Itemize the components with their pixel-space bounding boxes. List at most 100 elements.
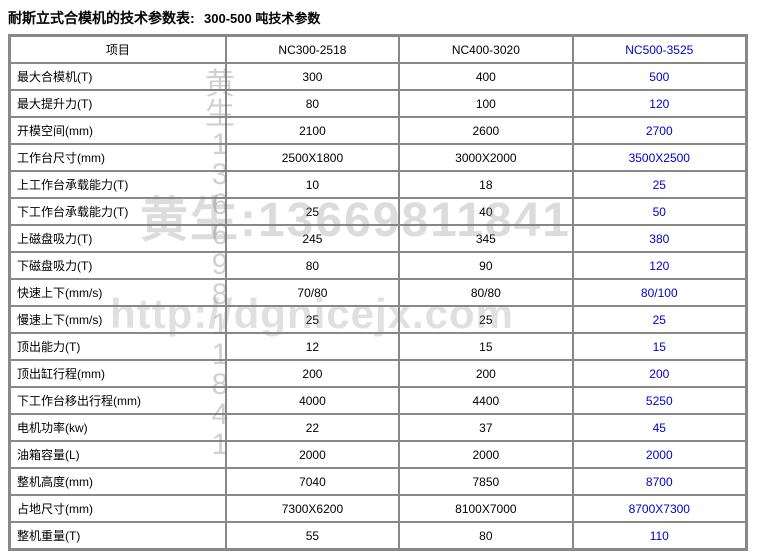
row-label: 顶出能力(T) [10,333,226,360]
cell-model-b: 8100X7000 [399,495,572,522]
header-model-a: NC300-2518 [226,36,399,63]
cell-model-a: 2500X1800 [226,144,399,171]
cell-model-c: 25 [573,171,746,198]
cell-model-b: 2600 [399,117,572,144]
table-row: 下工作台承载能力(T)254050 [10,198,746,225]
row-label: 下磁盘吸力(T) [10,252,226,279]
cell-model-c: 80/100 [573,279,746,306]
row-label: 工作台尺寸(mm) [10,144,226,171]
row-label: 快速上下(mm/s) [10,279,226,306]
row-label: 慢速上下(mm/s) [10,306,226,333]
table-row: 慢速上下(mm/s)252525 [10,306,746,333]
cell-model-a: 4000 [226,387,399,414]
cell-model-a: 245 [226,225,399,252]
cell-model-c: 8700X7300 [573,495,746,522]
cell-model-a: 25 [226,306,399,333]
table-row: 最大提升力(T)80100120 [10,90,746,117]
header-model-c: NC500-3525 [573,36,746,63]
cell-model-b: 18 [399,171,572,198]
row-label: 油箱容量(L) [10,441,226,468]
title-row: 耐斯立式合模机的技术参数表: 300-500 吨技术参数 [8,8,752,28]
table-row: 占地尺寸(mm)7300X62008100X70008700X7300 [10,495,746,522]
table-row: 下磁盘吸力(T)8090120 [10,252,746,279]
row-label: 电机功率(kw) [10,414,226,441]
cell-model-c: 380 [573,225,746,252]
row-label: 整机重量(T) [10,522,226,549]
spec-table: 项目 NC300-2518 NC400-3020 NC500-3525 最大合模… [8,34,748,551]
cell-model-a: 12 [226,333,399,360]
header-label: 项目 [10,36,226,63]
cell-model-a: 55 [226,522,399,549]
row-label: 占地尺寸(mm) [10,495,226,522]
cell-model-b: 200 [399,360,572,387]
table-row: 油箱容量(L)200020002000 [10,441,746,468]
cell-model-a: 7300X6200 [226,495,399,522]
table-row: 上工作台承载能力(T)101825 [10,171,746,198]
cell-model-c: 50 [573,198,746,225]
cell-model-b: 400 [399,63,572,90]
row-label: 顶出缸行程(mm) [10,360,226,387]
cell-model-a: 200 [226,360,399,387]
table-row: 开模空间(mm)210026002700 [10,117,746,144]
cell-model-b: 25 [399,306,572,333]
table-row: 上磁盘吸力(T)245345380 [10,225,746,252]
title-sub: 300-500 吨技术参数 [204,11,320,26]
cell-model-c: 25 [573,306,746,333]
table-row: 顶出缸行程(mm)200200200 [10,360,746,387]
cell-model-a: 80 [226,90,399,117]
table-row: 电机功率(kw)223745 [10,414,746,441]
cell-model-c: 110 [573,522,746,549]
cell-model-c: 45 [573,414,746,441]
cell-model-c: 2700 [573,117,746,144]
cell-model-a: 80 [226,252,399,279]
row-label: 下工作台移出行程(mm) [10,387,226,414]
header-row: 项目 NC300-2518 NC400-3020 NC500-3525 [10,36,746,63]
table-row: 整机高度(mm)704078508700 [10,468,746,495]
cell-model-a: 300 [226,63,399,90]
cell-model-a: 22 [226,414,399,441]
cell-model-b: 2000 [399,441,572,468]
cell-model-b: 100 [399,90,572,117]
cell-model-a: 2000 [226,441,399,468]
row-label: 下工作台承载能力(T) [10,198,226,225]
cell-model-b: 4400 [399,387,572,414]
row-label: 开模空间(mm) [10,117,226,144]
cell-model-c: 200 [573,360,746,387]
cell-model-c: 2000 [573,441,746,468]
row-label: 最大提升力(T) [10,90,226,117]
title-main: 耐斯立式合模机的技术参数表: [8,10,195,26]
cell-model-a: 2100 [226,117,399,144]
cell-model-c: 120 [573,90,746,117]
cell-model-b: 80 [399,522,572,549]
row-label: 整机高度(mm) [10,468,226,495]
cell-model-a: 7040 [226,468,399,495]
cell-model-c: 3500X2500 [573,144,746,171]
cell-model-b: 90 [399,252,572,279]
cell-model-a: 70/80 [226,279,399,306]
cell-model-b: 40 [399,198,572,225]
cell-model-b: 7850 [399,468,572,495]
cell-model-c: 120 [573,252,746,279]
cell-model-b: 15 [399,333,572,360]
cell-model-c: 500 [573,63,746,90]
cell-model-b: 80/80 [399,279,572,306]
cell-model-c: 5250 [573,387,746,414]
row-label: 最大合模机(T) [10,63,226,90]
row-label: 上工作台承载能力(T) [10,171,226,198]
cell-model-b: 345 [399,225,572,252]
table-row: 整机重量(T)5580110 [10,522,746,549]
header-model-b: NC400-3020 [399,36,572,63]
cell-model-c: 15 [573,333,746,360]
cell-model-b: 37 [399,414,572,441]
table-row: 快速上下(mm/s)70/8080/8080/100 [10,279,746,306]
cell-model-b: 3000X2000 [399,144,572,171]
cell-model-a: 25 [226,198,399,225]
cell-model-c: 8700 [573,468,746,495]
row-label: 上磁盘吸力(T) [10,225,226,252]
table-row: 顶出能力(T)121515 [10,333,746,360]
table-row: 最大合模机(T)300400500 [10,63,746,90]
table-row: 工作台尺寸(mm)2500X18003000X20003500X2500 [10,144,746,171]
table-row: 下工作台移出行程(mm)400044005250 [10,387,746,414]
cell-model-a: 10 [226,171,399,198]
table-body: 最大合模机(T)300400500最大提升力(T)80100120开模空间(mm… [10,63,746,549]
